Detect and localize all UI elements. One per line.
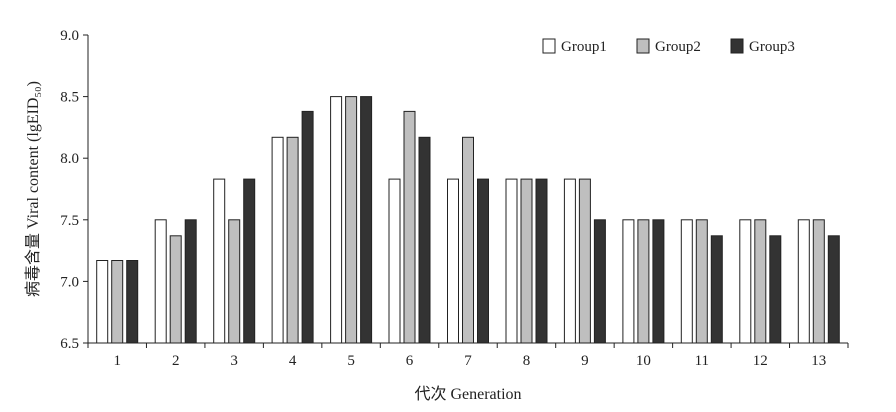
x-tick-label-1: 1 — [113, 353, 121, 369]
bar-group3-gen-2 — [184, 219, 197, 344]
bar-group1-gen-11 — [680, 219, 693, 344]
bars-layer — [96, 96, 840, 344]
legend: Group1 Group2 Group3 — [542, 38, 795, 55]
x-tick-label-5: 5 — [347, 353, 355, 369]
y-tick-label-8.0: 8.0 — [60, 151, 79, 167]
bar-group3-gen-11 — [710, 235, 723, 344]
bar-group3-gen-10 — [652, 219, 665, 344]
bar-group2-gen-7 — [462, 136, 474, 344]
legend-swatch-group1 — [542, 38, 556, 54]
bar-group2-gen-3 — [228, 219, 241, 344]
bar-group2-gen-12 — [754, 219, 767, 344]
bar-group3-gen-12 — [769, 235, 782, 344]
x-tick-label-6: 6 — [406, 353, 414, 369]
bar-group2-gen-5 — [345, 96, 358, 344]
bar-group1-gen-2 — [154, 219, 167, 344]
x-tick-label-10: 10 — [636, 353, 651, 369]
bar-group2-gen-1 — [111, 260, 124, 344]
bar-group1-gen-5 — [330, 96, 343, 344]
x-tick-label-2: 2 — [172, 353, 180, 369]
x-tick-label-7: 7 — [464, 353, 472, 369]
bar-group1-gen-1 — [96, 260, 109, 344]
bar-group2-gen-13 — [812, 219, 825, 344]
bar-group1-gen-6 — [388, 178, 401, 344]
bar-group2-gen-9 — [578, 178, 591, 344]
bar-group2-gen-4 — [286, 136, 299, 344]
bar-group2-gen-10 — [637, 219, 650, 344]
bar-group3-gen-6 — [418, 136, 431, 344]
bar-group3-gen-5 — [360, 96, 373, 344]
x-tick-label-9: 9 — [581, 353, 589, 369]
legend-label-group2: Group2 — [655, 39, 701, 55]
bar-group1-gen-12 — [739, 219, 752, 344]
legend-label-group3: Group3 — [749, 39, 795, 55]
bar-group2-gen-8 — [520, 178, 533, 344]
bar-group1-gen-3 — [213, 178, 226, 344]
bar-group2-gen-2 — [169, 235, 182, 344]
axes-layer: 6.57.07.58.08.59.01 2 3 4 5 6 7 8 9 10 11 12 13 — [60, 28, 849, 369]
y-tick-label-7.5: 7.5 — [60, 213, 79, 229]
x-tick-label-12: 12 — [753, 353, 768, 369]
bar-group1-gen-8 — [505, 178, 518, 344]
bar-group3-gen-9 — [593, 219, 606, 344]
bar-group3-gen-7 — [477, 178, 489, 344]
bar-group1-gen-9 — [563, 178, 576, 344]
y-tick-label-7.0: 7.0 — [60, 274, 79, 290]
y-tick-label-6.5: 6.5 — [60, 336, 79, 352]
bar-group3-gen-8 — [535, 178, 548, 344]
bar-group1-gen-4 — [271, 136, 284, 344]
bar-group3-gen-1 — [126, 260, 139, 344]
legend-label-group1: Group1 — [561, 39, 607, 55]
x-tick-label-11: 11 — [695, 353, 709, 369]
bar-group2-gen-11 — [695, 219, 708, 344]
legend-swatch-group3 — [730, 38, 744, 54]
bar-group3-gen-4 — [301, 110, 314, 344]
bar-group1-gen-13 — [797, 219, 810, 344]
x-axis-title: 代次 Generation — [414, 385, 521, 403]
bar-group1-gen-7 — [447, 178, 459, 344]
x-tick-label-4: 4 — [289, 353, 297, 369]
bar-group2-gen-6 — [403, 110, 416, 344]
x-tick-label-13: 13 — [811, 353, 826, 369]
bar-group3-gen-3 — [243, 178, 256, 344]
y-tick-label-8.5: 8.5 — [60, 90, 79, 106]
y-axis-title: 病毒含量 Viral content (lgEID₅₀) — [24, 81, 42, 297]
bar-group3-gen-13 — [827, 235, 840, 344]
legend-swatch-group2 — [636, 38, 650, 54]
x-tick-label-8: 8 — [523, 353, 531, 369]
y-tick-label-9.0: 9.0 — [60, 28, 79, 44]
x-tick-label-3: 3 — [230, 353, 238, 369]
bar-group1-gen-10 — [622, 219, 635, 344]
